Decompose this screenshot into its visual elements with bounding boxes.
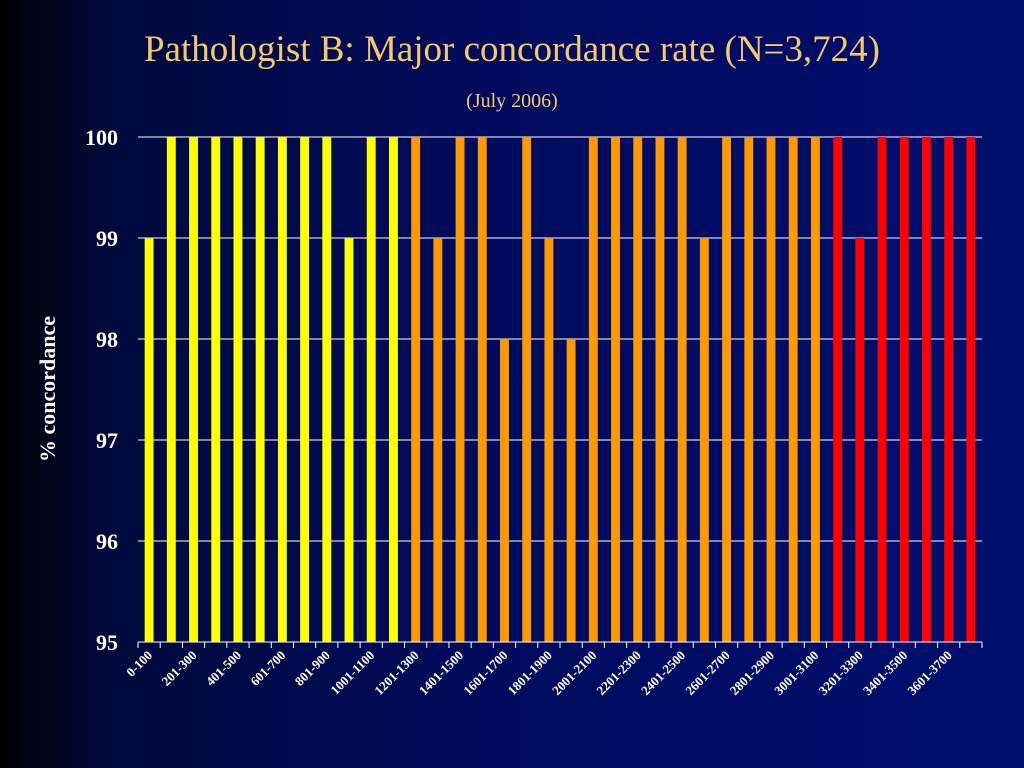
bar-501-600 <box>255 137 265 642</box>
bars <box>144 137 976 642</box>
bar-1301-1400 <box>433 238 443 642</box>
bar-3301-3400 <box>877 137 887 642</box>
y-axis-label: % concordance <box>35 316 60 462</box>
y-tick-label: 99 <box>96 226 118 251</box>
bar-701-800 <box>300 137 310 642</box>
chart-title: Pathologist B: Major concordance rate (N… <box>143 29 880 70</box>
x-tick-label: 2801-2900 <box>727 648 777 698</box>
x-tick-label: 601-700 <box>247 648 288 689</box>
x-tick-label: 2201-2300 <box>593 648 643 698</box>
x-tick-label: 3001-3100 <box>771 648 821 698</box>
y-tick-label: 97 <box>96 428 118 453</box>
bar-1601-1700 <box>500 339 509 642</box>
bar-901-1000 <box>344 238 354 642</box>
x-axis-ticks: 0-100 201-300 401-500 601-700 801-9001001-11… <box>123 642 983 698</box>
bar-1801-1900 <box>544 238 554 642</box>
bar-1501-1600 <box>477 137 487 642</box>
bar-1701-1800 <box>522 137 532 642</box>
bar-801-900 <box>322 137 332 642</box>
bar-2701-2800 <box>744 137 754 642</box>
bar-2001-2100 <box>588 137 598 642</box>
bar-101-200 <box>166 137 176 642</box>
x-tick-label: 201-300 <box>158 648 199 689</box>
bar-1001-1100 <box>366 137 376 642</box>
bar-3101-3200 <box>833 137 843 642</box>
bar-2501-2600 <box>699 238 709 642</box>
x-tick-label: 1601-1700 <box>460 648 510 698</box>
bar-3601-3700 <box>944 137 954 642</box>
bar-1901-2000 <box>566 339 576 642</box>
x-tick-label: 1401-1500 <box>416 648 466 698</box>
x-tick-label: 801-900 <box>292 648 333 689</box>
bar-1401-1500 <box>455 137 465 642</box>
y-tick-label: 98 <box>96 327 118 352</box>
x-tick-label: 0-100 <box>123 648 155 680</box>
bar-1101-1200 <box>388 137 398 642</box>
x-tick-label: 2601-2700 <box>682 648 732 698</box>
x-tick-label: 1201-1300 <box>371 648 421 698</box>
bar-2101-2200 <box>611 137 620 642</box>
bar-201-300 <box>189 137 198 642</box>
x-tick-label: 1001-1100 <box>327 648 377 698</box>
x-tick-label: 1801-1900 <box>505 648 555 698</box>
x-tick-label: 2401-2500 <box>638 648 688 698</box>
chart-subtitle: (July 2006) <box>466 90 558 112</box>
bar-1201-1300 <box>411 137 421 642</box>
x-tick-label: 3201-3300 <box>816 648 866 698</box>
y-tick-label: 100 <box>85 125 118 150</box>
bar-2601-2700 <box>722 137 732 642</box>
y-axis-ticks: 95 96 97 98 99 100 <box>85 125 118 655</box>
bar-3501-3600 <box>922 137 931 642</box>
bar-2301-2400 <box>655 137 665 642</box>
x-tick-label: 3601-3700 <box>904 648 954 698</box>
y-tick-label: 96 <box>96 529 118 554</box>
bar-2201-2300 <box>633 137 643 642</box>
x-tick-label: 2001-2100 <box>549 648 599 698</box>
bar-3401-3500 <box>899 137 909 642</box>
x-tick-label: 401-500 <box>203 648 244 689</box>
bar-0-100 <box>144 238 154 642</box>
y-tick-label: 95 <box>96 630 118 655</box>
bar-301-400 <box>211 137 221 642</box>
bar-3001-3100 <box>810 137 820 642</box>
bar-3201-3300 <box>855 238 865 642</box>
bar-3701-3724 <box>966 137 976 642</box>
bar-2801-2900 <box>766 137 776 642</box>
bar-401-500 <box>233 137 243 642</box>
x-tick-label: 3401-3500 <box>860 648 910 698</box>
bar-2401-2500 <box>677 137 687 642</box>
bar-2901-3000 <box>788 137 798 642</box>
bar-601-700 <box>277 137 287 642</box>
